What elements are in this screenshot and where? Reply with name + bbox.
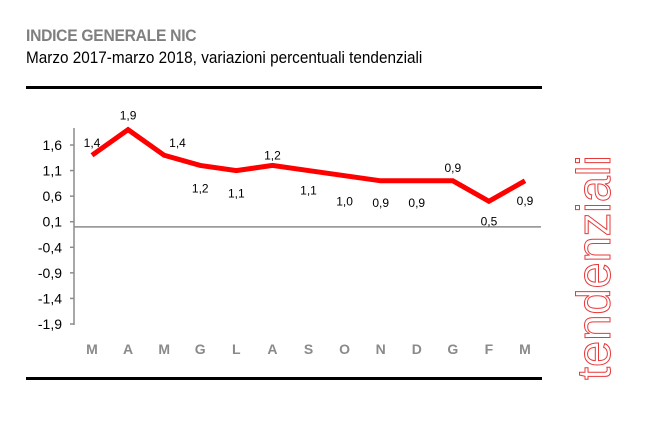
- data-label: 1,1: [300, 184, 317, 198]
- y-tick-label: 1,6: [43, 137, 63, 153]
- x-tick-label: A: [267, 341, 277, 357]
- data-label: 0,9: [372, 196, 389, 210]
- x-tick-label: G: [447, 341, 458, 357]
- data-label: 1,9: [120, 109, 137, 123]
- x-tick-label: D: [412, 341, 422, 357]
- chart-subtitle: Marzo 2017-marzo 2018, variazioni percen…: [26, 48, 423, 67]
- data-labels: 1,4 1,9 1,4 1,2 1,1 1,2 1,1 1,0 0,9 0,9 0,9 0,5 0,9: [84, 109, 534, 229]
- x-tick-label: M: [158, 341, 170, 357]
- data-label: 1,2: [192, 181, 209, 195]
- data-label: 0,9: [444, 161, 461, 175]
- y-axis: 1,6 1,1 0,6 0,1 -0,4 -0,9 -1,4 -1,9: [38, 128, 75, 332]
- y-tick-label: -1,9: [38, 316, 62, 332]
- y-tick-label: -0,4: [38, 239, 62, 255]
- data-label: 0,9: [517, 194, 534, 208]
- data-label: 1,4: [84, 136, 101, 150]
- x-tick-label: M: [86, 341, 98, 357]
- x-tick-label: F: [485, 341, 494, 357]
- y-tick-label: -1,4: [38, 290, 62, 306]
- chart-title: INDICE GENERALE NIC: [26, 26, 197, 45]
- x-tick-label: L: [232, 341, 241, 357]
- data-label: 1,1: [228, 187, 245, 201]
- y-tick-label: 0,6: [43, 188, 63, 204]
- y-tick-label: 0,1: [43, 214, 63, 230]
- y-tick-label: 1,1: [43, 163, 63, 179]
- x-tick-label: G: [195, 341, 206, 357]
- data-label: 1,0: [336, 195, 353, 209]
- data-label: 1,4: [169, 136, 186, 150]
- x-tick-label: O: [339, 341, 350, 357]
- data-label: 0,9: [408, 196, 425, 210]
- y-tick-label: -0,9: [38, 265, 62, 281]
- x-tick-label: M: [519, 341, 531, 357]
- bottom-rule: [26, 377, 542, 380]
- data-series: [90, 126, 527, 205]
- series-line: [90, 126, 527, 205]
- data-label: 1,2: [264, 148, 281, 162]
- x-tick-label: A: [123, 341, 133, 357]
- x-tick-label: N: [376, 341, 386, 357]
- x-tick-label: S: [304, 341, 313, 357]
- top-rule: [26, 86, 542, 89]
- data-label: 0,5: [481, 214, 498, 228]
